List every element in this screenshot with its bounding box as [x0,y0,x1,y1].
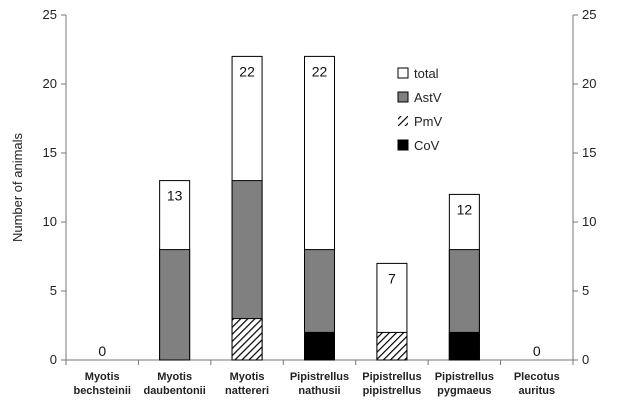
x-tick-label-line: Pipistrellus [435,371,494,383]
x-tick-label-1: Myotis daubentonii [143,371,205,397]
data-label-bg [452,200,477,219]
legend-swatch-astv [397,91,409,103]
y-tick-label-right: 10 [582,214,596,229]
x-tick-label-5: Pipistrellus pygmaeus [435,371,494,397]
bar-pmv-2 [231,318,263,361]
bar-pmv-4 [376,331,408,361]
legend-label-cov: CoV [414,138,440,153]
y-tick-label-right: 20 [582,76,596,91]
y-tick-label-left: 20 [43,76,57,91]
x-tick-label-line: pipistrellus [363,385,422,397]
y-tick-label-right: 5 [582,283,589,298]
x-tick-label-line: nathusii [298,385,340,397]
x-tick-label-line: nattereri [225,385,269,397]
data-label-bg [235,62,260,81]
x-tick-label-3: Pipistrellus nathusii [290,371,349,397]
x-tick-label-line: daubentonii [143,385,205,397]
x-tick-label-line: Myotis [230,371,265,383]
y-tick-label-right: 25 [582,7,596,22]
data-label-bg [307,62,332,81]
x-tick-label-line: Pipistrellus [362,371,421,383]
x-tick-label-line: auritus [518,385,555,397]
data-label-3: 22 [307,62,332,81]
data-label-text: 22 [312,63,328,79]
bar-cov-3 [304,331,335,361]
x-tick-label-2: Myotis nattereri [225,371,269,397]
bar-astv-1 [159,249,191,361]
data-label-2: 22 [235,62,260,81]
data-label-text: 22 [239,63,255,79]
data-label-bg [162,186,187,205]
bars [159,55,480,361]
data-labels: 0 13 22 22 7 12 0 [98,62,541,359]
legend-swatch-pmv [398,116,408,126]
legend-label-pmv: PmV [414,114,443,129]
x-tick-label-line: bechsteinii [73,385,130,397]
data-label-bg [379,269,404,288]
legend-label-total: total [414,66,439,81]
x-tick-label-4: Pipistrellus pipistrellus [362,371,421,397]
x-tick-label-line: Plecotus [514,371,560,383]
y-tick-label-left: 5 [50,283,57,298]
y-tick-label-right: 0 [582,352,589,367]
x-tick-label-line: pygmaeus [437,385,491,397]
y-tick-label-right: 15 [582,145,596,160]
legend-swatch-total [397,67,409,79]
x-tick-label-line: Myotis [157,371,192,383]
data-label-text: 0 [533,343,541,359]
y-tick-label-left: 15 [43,145,57,160]
legend-label-astv: AstV [414,90,442,105]
x-tick-label-line: Pipistrellus [290,371,349,383]
x-tick-label-line: Myotis [85,371,120,383]
axes: 0 0 5 5 10 10 15 15 20 20 25 25 Number of animals Myo… [10,7,596,397]
data-label-6: 0 [533,343,541,359]
data-label-0: 0 [98,343,106,359]
x-tick-label-0: Myotis bechsteinii [73,371,130,397]
x-tick-label-6: Plecotus auritus [514,371,560,397]
data-label-text: 12 [457,201,473,217]
y-axis-title: Number of animals [10,132,25,242]
y-tick-label-left: 0 [50,352,57,367]
data-label-5: 12 [452,200,477,219]
data-label-1: 13 [162,186,187,205]
bar-cov-5 [448,331,480,361]
legend: total AstV PmV CoV [397,66,443,153]
data-label-4: 7 [379,269,404,288]
y-tick-label-left: 25 [43,7,57,22]
y-tick-label-left: 10 [43,214,57,229]
legend-swatch-cov [397,139,409,151]
data-label-text: 0 [98,343,106,359]
data-label-text: 7 [388,270,396,286]
data-label-text: 13 [167,188,183,204]
